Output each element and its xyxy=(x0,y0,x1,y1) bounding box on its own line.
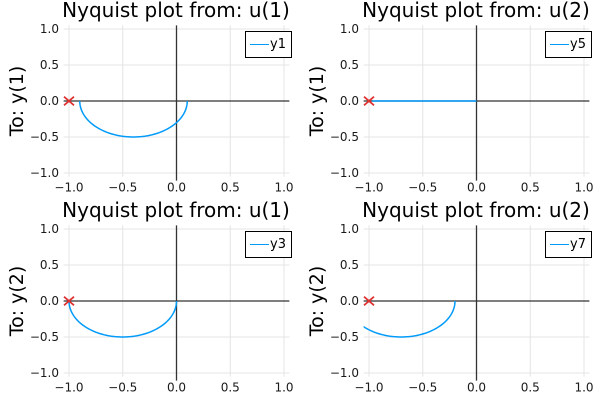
legend-label: y7 xyxy=(570,237,586,252)
y-tick-label: 0.5 xyxy=(40,58,59,72)
x-tick-label: 0.0 xyxy=(167,381,186,395)
legend-line-sample xyxy=(550,44,569,45)
y-tick-label: −1.0 xyxy=(330,366,359,380)
plot-area: −1.0 −0.5 0.0 0.5 1.0 1.0 0.5 0.0 −0.5 −1.0 xyxy=(30,22,294,195)
y-tick-label: 0.5 xyxy=(340,258,359,272)
nyquist-curve-y7 xyxy=(363,300,456,338)
legend-box: y7 xyxy=(545,231,592,258)
x-tick-label: 1.0 xyxy=(274,181,293,195)
y-tick-label: −0.5 xyxy=(330,330,359,344)
x-tick-label: 1.0 xyxy=(574,381,593,395)
subplot-u1-y1: Nyquist plot from: u(1) To: y(1) −1.0 −0.… xyxy=(0,0,300,200)
y-tick-label: −1.0 xyxy=(330,166,359,180)
legend-line-sample xyxy=(250,244,269,245)
x-tick-label: −1.0 xyxy=(354,381,383,395)
x-tick-label: 0.5 xyxy=(221,181,240,195)
y-tick-label: −0.5 xyxy=(30,130,59,144)
y-tick-label: 1.0 xyxy=(340,22,359,36)
y-tick-label: −1.0 xyxy=(30,366,59,380)
x-tick-label: −0.5 xyxy=(408,181,437,195)
x-tick-label: −0.5 xyxy=(108,181,137,195)
y-tick-label: 0.0 xyxy=(340,294,359,308)
nyquist-curve-y3 xyxy=(68,300,178,338)
critical-point-marker xyxy=(63,296,75,306)
critical-point-marker xyxy=(63,96,75,106)
y-tick-label: 0.0 xyxy=(40,294,59,308)
legend-box: y3 xyxy=(245,231,292,258)
y-tick-label: 0.5 xyxy=(340,58,359,72)
plot-area: −1.0 −0.5 0.0 0.5 1.0 1.0 0.5 0.0 −0.5 −1.0 xyxy=(330,222,594,395)
x-tick-label: 0.5 xyxy=(521,381,540,395)
y-tick-label: 1.0 xyxy=(40,22,59,36)
y-tick-label: −0.5 xyxy=(330,130,359,144)
legend-label: y3 xyxy=(270,237,286,252)
x-tick-label: −1.0 xyxy=(54,181,83,195)
y-tick-label: 1.0 xyxy=(40,222,59,236)
y-tick-label: −0.5 xyxy=(30,330,59,344)
x-tick-label: 0.0 xyxy=(467,181,486,195)
y-tick-label: −1.0 xyxy=(30,166,59,180)
x-tick-label: 1.0 xyxy=(574,181,593,195)
subplot-u2-y1: Nyquist plot from: u(2) To: y(1) −1.0 −0.… xyxy=(300,0,600,200)
critical-point-marker xyxy=(363,96,375,106)
legend-box: y1 xyxy=(245,31,292,58)
subplot-u2-y2: Nyquist plot from: u(2) To: y(2) −1.0 −0.… xyxy=(300,198,600,400)
plot-area: −1.0 −0.5 0.0 0.5 1.0 1.0 0.5 0.0 −0.5 −1.0 xyxy=(30,222,294,395)
legend-label: y1 xyxy=(270,37,286,52)
legend-line-sample xyxy=(250,44,269,45)
x-tick-label: 0.0 xyxy=(167,181,186,195)
y-tick-label: 0.0 xyxy=(40,94,59,108)
x-tick-label: 0.0 xyxy=(467,381,486,395)
plot-title: Nyquist plot from: u(2) xyxy=(362,0,590,22)
y-tick-label: 0.5 xyxy=(40,258,59,272)
x-tick-label: 1.0 xyxy=(274,381,293,395)
y-tick-label: 0.0 xyxy=(340,94,359,108)
plot-title: Nyquist plot from: u(2) xyxy=(362,198,590,222)
y-tick-label: 1.0 xyxy=(340,222,359,236)
x-tick-label: −0.5 xyxy=(108,381,137,395)
x-tick-label: −1.0 xyxy=(354,181,383,195)
legend-label: y5 xyxy=(570,37,586,52)
x-tick-label: 0.5 xyxy=(221,381,240,395)
critical-point-marker xyxy=(363,296,375,306)
plot-title: Nyquist plot from: u(1) xyxy=(62,198,290,222)
plot-area: −1.0 −0.5 0.0 0.5 1.0 1.0 0.5 0.0 −0.5 −1.0 xyxy=(330,22,594,195)
plot-title: Nyquist plot from: u(1) xyxy=(62,0,290,22)
nyquist-curve-y1 xyxy=(79,100,188,138)
subplot-u1-y2: Nyquist plot from: u(1) To: y(2) −1.0 −0.… xyxy=(0,198,300,400)
x-tick-label: −0.5 xyxy=(408,381,437,395)
x-tick-label: −1.0 xyxy=(54,381,83,395)
legend-box: y5 xyxy=(545,31,592,58)
x-tick-label: 0.5 xyxy=(521,181,540,195)
legend-line-sample xyxy=(550,244,569,245)
